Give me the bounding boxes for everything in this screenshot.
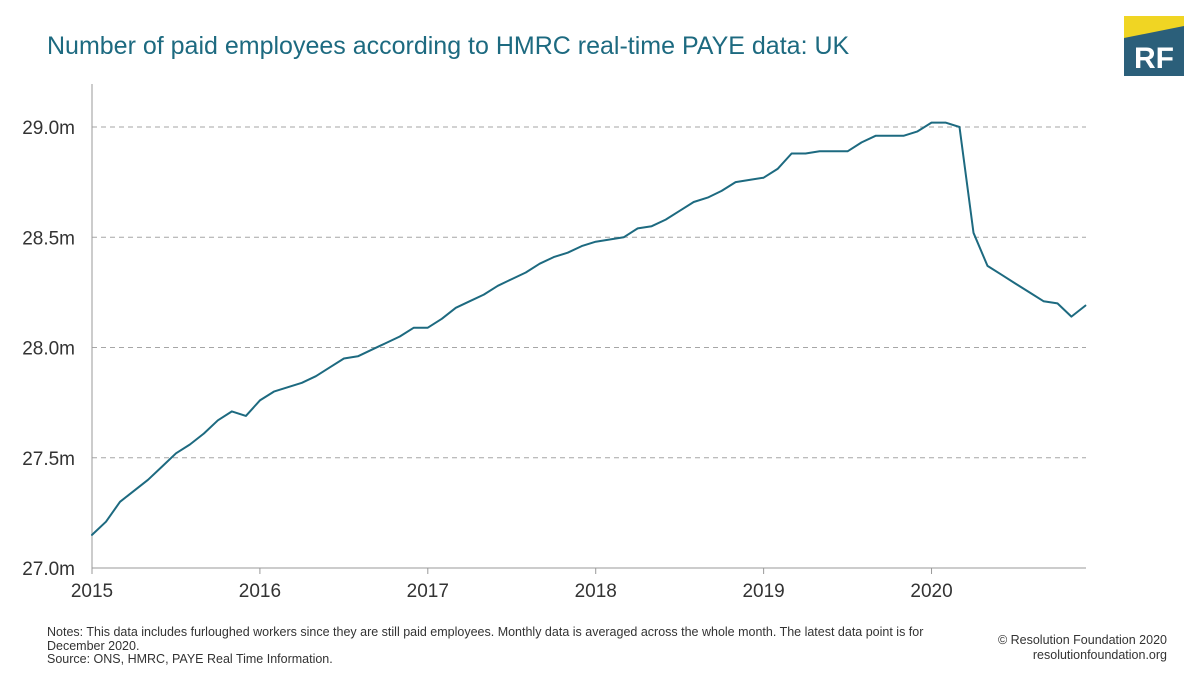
website-text: resolutionfoundation.org: [1032, 648, 1167, 662]
y-tick-label: 27.5m: [22, 449, 75, 470]
chart-title: Number of paid employees according to HM…: [47, 32, 850, 60]
notes-text: Notes: This data includes furloughed wor…: [47, 625, 924, 653]
y-tick-label: 28.0m: [22, 339, 75, 360]
y-tick-label: 27.0m: [22, 559, 75, 580]
credit: © Resolution Foundation 2020 resolutionf…: [998, 633, 1167, 663]
notes: Notes: This data includes furloughed wor…: [47, 625, 947, 667]
x-tick-labels: 2015 2016 2017 2018 2019 2020: [71, 581, 953, 602]
axes: [91, 84, 1086, 574]
logo-text: RF: [1134, 42, 1174, 75]
source-text: Source: ONS, HMRC, PAYE Real Time Inform…: [47, 652, 333, 666]
x-tick-label: 2017: [407, 581, 449, 602]
copyright-text: © Resolution Foundation 2020: [997, 633, 1167, 647]
x-tick-label: 2020: [910, 581, 952, 602]
y-tick-labels: 27.0m 27.5m 28.0m 28.5m 29.0m: [22, 118, 75, 580]
x-tick-label: 2018: [575, 581, 617, 602]
y-tick-label: 28.5m: [22, 228, 75, 249]
series: [91, 121, 1087, 536]
series-line: [91, 121, 1087, 536]
x-tick-label: 2015: [71, 581, 113, 602]
y-tick-label: 29.0m: [22, 118, 75, 139]
x-tick-label: 2019: [742, 581, 784, 602]
x-tick-label: 2016: [239, 581, 281, 602]
gridlines: [92, 126, 1086, 459]
resolution-foundation-logo: RF: [1124, 16, 1184, 76]
